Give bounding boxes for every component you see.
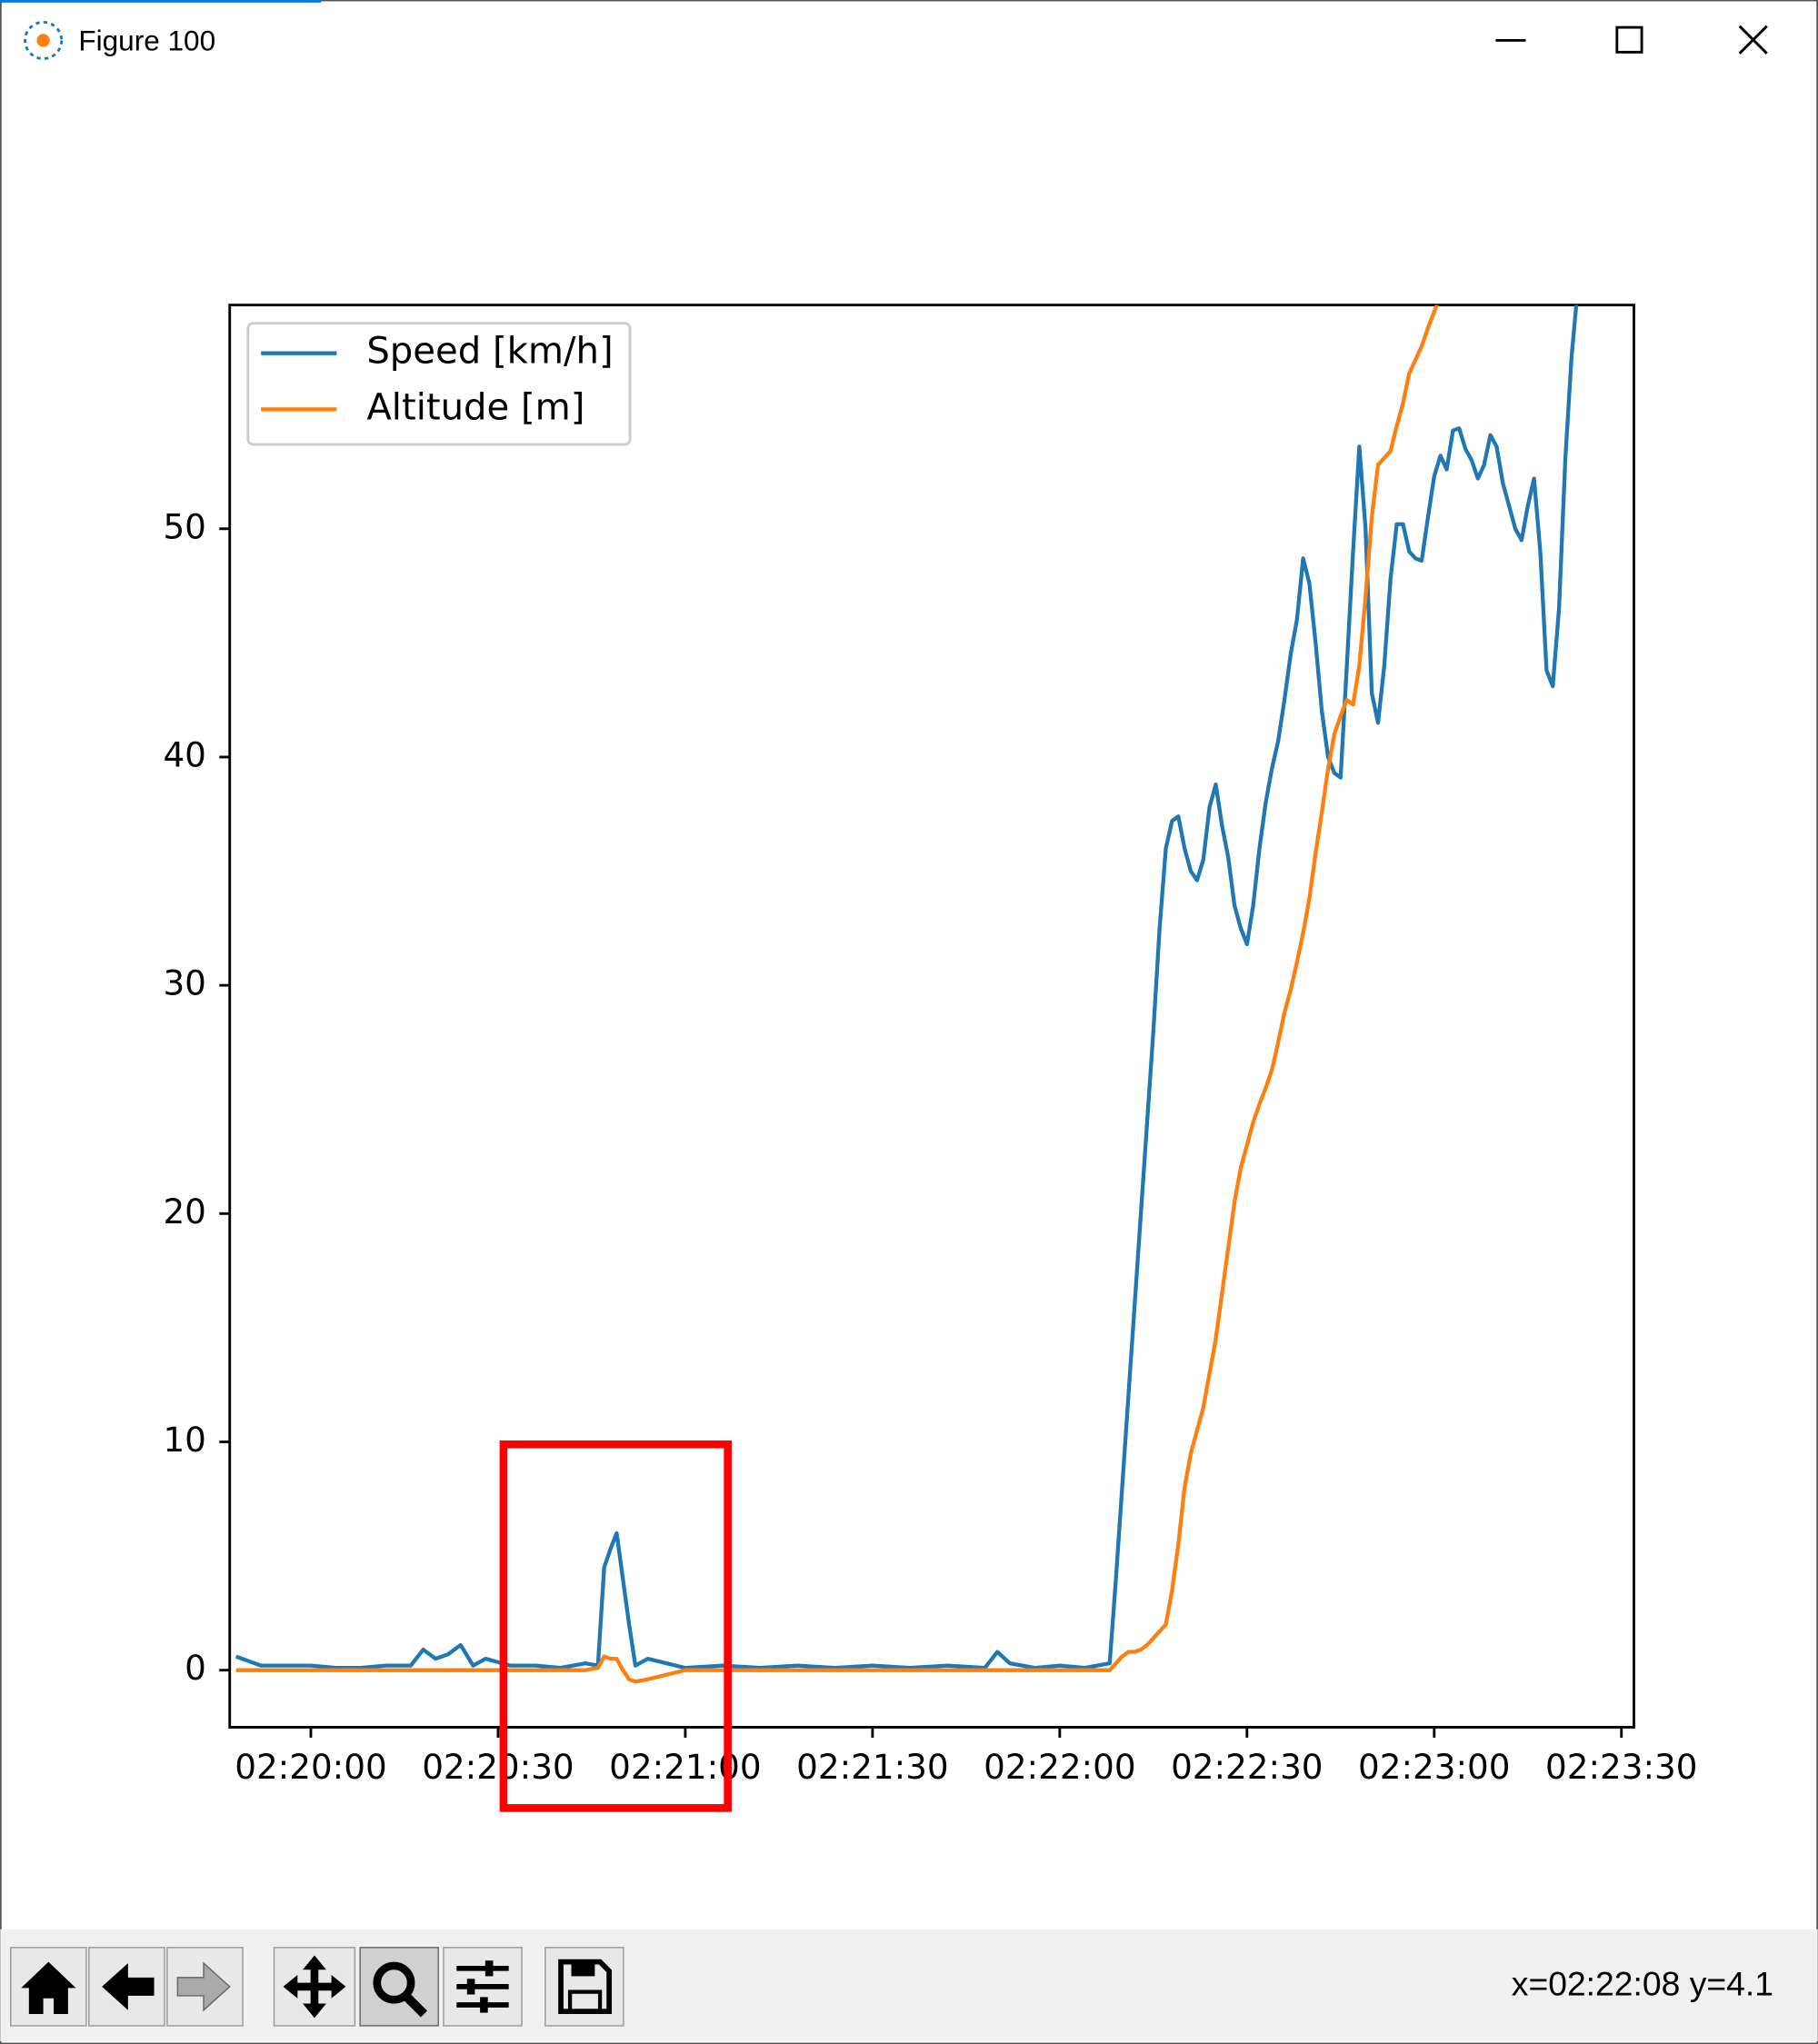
forward-button[interactable]: [166, 1947, 244, 2027]
series-line: [235, 304, 1579, 1670]
legend-label: Altitude [m]: [366, 386, 584, 428]
x-tick-label: 02:21:00: [609, 1747, 761, 1787]
y-tick-label: 0: [185, 1648, 206, 1688]
maximize-button[interactable]: [1615, 25, 1643, 54]
configure-button[interactable]: [443, 1947, 523, 2027]
series-line: [235, 304, 1440, 1684]
app-icon: [24, 20, 64, 60]
legend-label: Speed [km/h]: [366, 331, 613, 373]
x-tick-label: 02:23:00: [1358, 1747, 1510, 1787]
x-tick-label: 02:22:00: [984, 1747, 1135, 1787]
plot-area: [228, 304, 1635, 1729]
y-tick-label: 30: [163, 963, 205, 1003]
x-tick-label: 02:20:30: [422, 1747, 574, 1787]
y-tick-label: 40: [163, 734, 205, 774]
legend: Speed [km/h] Altitude [m]: [246, 322, 632, 446]
back-button[interactable]: [88, 1947, 165, 2027]
pan-button[interactable]: [273, 1947, 356, 2027]
y-tick-label: 10: [163, 1420, 205, 1460]
highlight-box: [499, 1440, 732, 1812]
x-tick-label: 02:22:30: [1171, 1747, 1323, 1787]
save-button[interactable]: [544, 1947, 624, 2027]
zoom-button[interactable]: [359, 1947, 439, 2027]
x-tick-label: 02:21:30: [796, 1747, 948, 1787]
legend-box: [246, 322, 632, 446]
close-button[interactable]: [1738, 25, 1768, 55]
x-tick-label: 02:20:00: [235, 1747, 386, 1787]
axes: 0 10 20 30 40 50 02:20:00 02:20:30 02:21:00 02:21…: [163, 506, 1697, 1787]
accent: [0, 0, 322, 3]
status-text: x=02:22:08 y=4.1: [1512, 1965, 1773, 2003]
y-tick-label: 20: [163, 1192, 205, 1231]
home-button[interactable]: [10, 1947, 87, 2027]
x-tick-label: 02:23:30: [1545, 1747, 1697, 1787]
y-tick-label: 50: [163, 506, 205, 546]
plot-lines: [235, 304, 1579, 1684]
window-title: Figure 100: [78, 25, 215, 57]
